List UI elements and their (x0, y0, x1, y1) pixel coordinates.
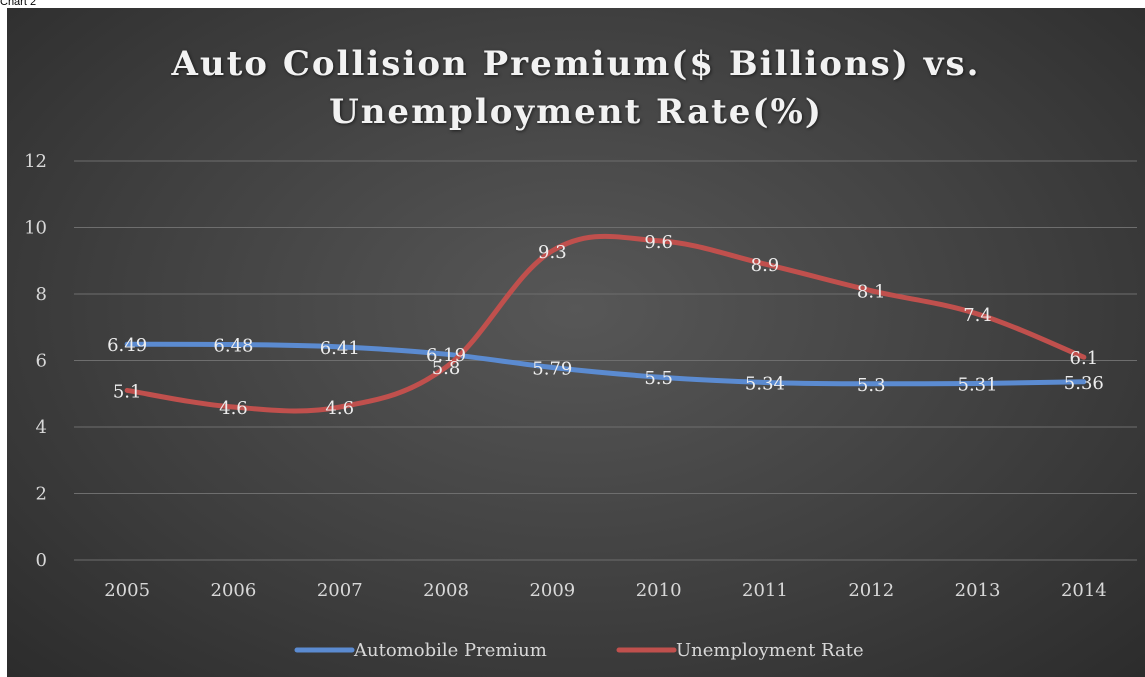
data-label: 5.31 (958, 374, 998, 395)
legend-label: Automobile Premium (353, 640, 547, 661)
data-label: 5.8 (432, 358, 461, 379)
x-tick-label: 2008 (423, 580, 469, 601)
data-label: 6.49 (107, 335, 147, 356)
data-labels: 6.49 6.48 6.41 6.19 5.79 5.5 5.34 5.3 5.31 5.36 5.… (107, 232, 1104, 419)
x-tick-label: 2011 (742, 580, 788, 601)
chart-area: Auto Collision Premium($ Billions) vs. U… (7, 8, 1145, 677)
data-label: 6.41 (320, 338, 360, 359)
y-axis-ticks: 0 2 4 6 8 10 12 (24, 151, 47, 571)
y-tick-label: 2 (36, 484, 47, 505)
chart-title: Auto Collision Premium($ Billions) vs. U… (7, 40, 1145, 136)
data-label: 4.6 (219, 398, 248, 419)
x-tick-label: 2007 (317, 580, 363, 601)
data-label: 5.36 (1064, 373, 1104, 394)
y-tick-label: 6 (36, 351, 47, 372)
chart-caption: Chart 2 (0, 0, 37, 8)
data-label: 9.3 (538, 242, 567, 263)
data-label: 8.9 (751, 255, 780, 276)
x-tick-label: 2005 (104, 580, 150, 601)
data-label: 5.34 (745, 373, 785, 394)
data-label: 5.79 (532, 358, 572, 379)
y-tick-label: 0 (36, 550, 47, 571)
data-label: 4.6 (325, 398, 354, 419)
data-label: 9.6 (644, 232, 673, 253)
x-axis-ticks: 2005 2006 2007 2008 2009 2010 2011 2012 2013 2014 (104, 580, 1107, 601)
gridlines (74, 160, 1137, 561)
y-tick-label: 10 (24, 218, 47, 239)
data-label: 6.1 (1070, 348, 1099, 369)
y-tick-label: 4 (36, 417, 47, 438)
x-tick-label: 2013 (955, 580, 1001, 601)
y-tick-label: 8 (36, 284, 47, 305)
x-tick-label: 2012 (848, 580, 894, 601)
series-line-2 (124, 233, 1087, 414)
data-label: 5.5 (644, 368, 673, 389)
x-tick-label: 2006 (211, 580, 257, 601)
data-label: 7.4 (963, 305, 992, 326)
x-tick-label: 2014 (1061, 580, 1107, 601)
y-tick-label: 12 (24, 151, 47, 172)
series-lines (124, 233, 1087, 414)
chart-title-line-2: Unemployment Rate(%) (329, 92, 823, 132)
data-label: 8.1 (857, 282, 886, 303)
data-label: 5.1 (113, 381, 142, 402)
x-tick-label: 2010 (636, 580, 682, 601)
series-line-1 (124, 341, 1087, 387)
legend: Automobile Premium Unemployment Rate (294, 640, 864, 661)
chart-title-line-1: Auto Collision Premium($ Billions) vs. (171, 44, 981, 84)
data-label: 6.19 (426, 345, 466, 366)
x-tick-label: 2009 (529, 580, 575, 601)
data-label: 6.48 (213, 336, 253, 357)
legend-label: Unemployment Rate (676, 640, 864, 661)
data-label: 5.3 (857, 375, 886, 396)
